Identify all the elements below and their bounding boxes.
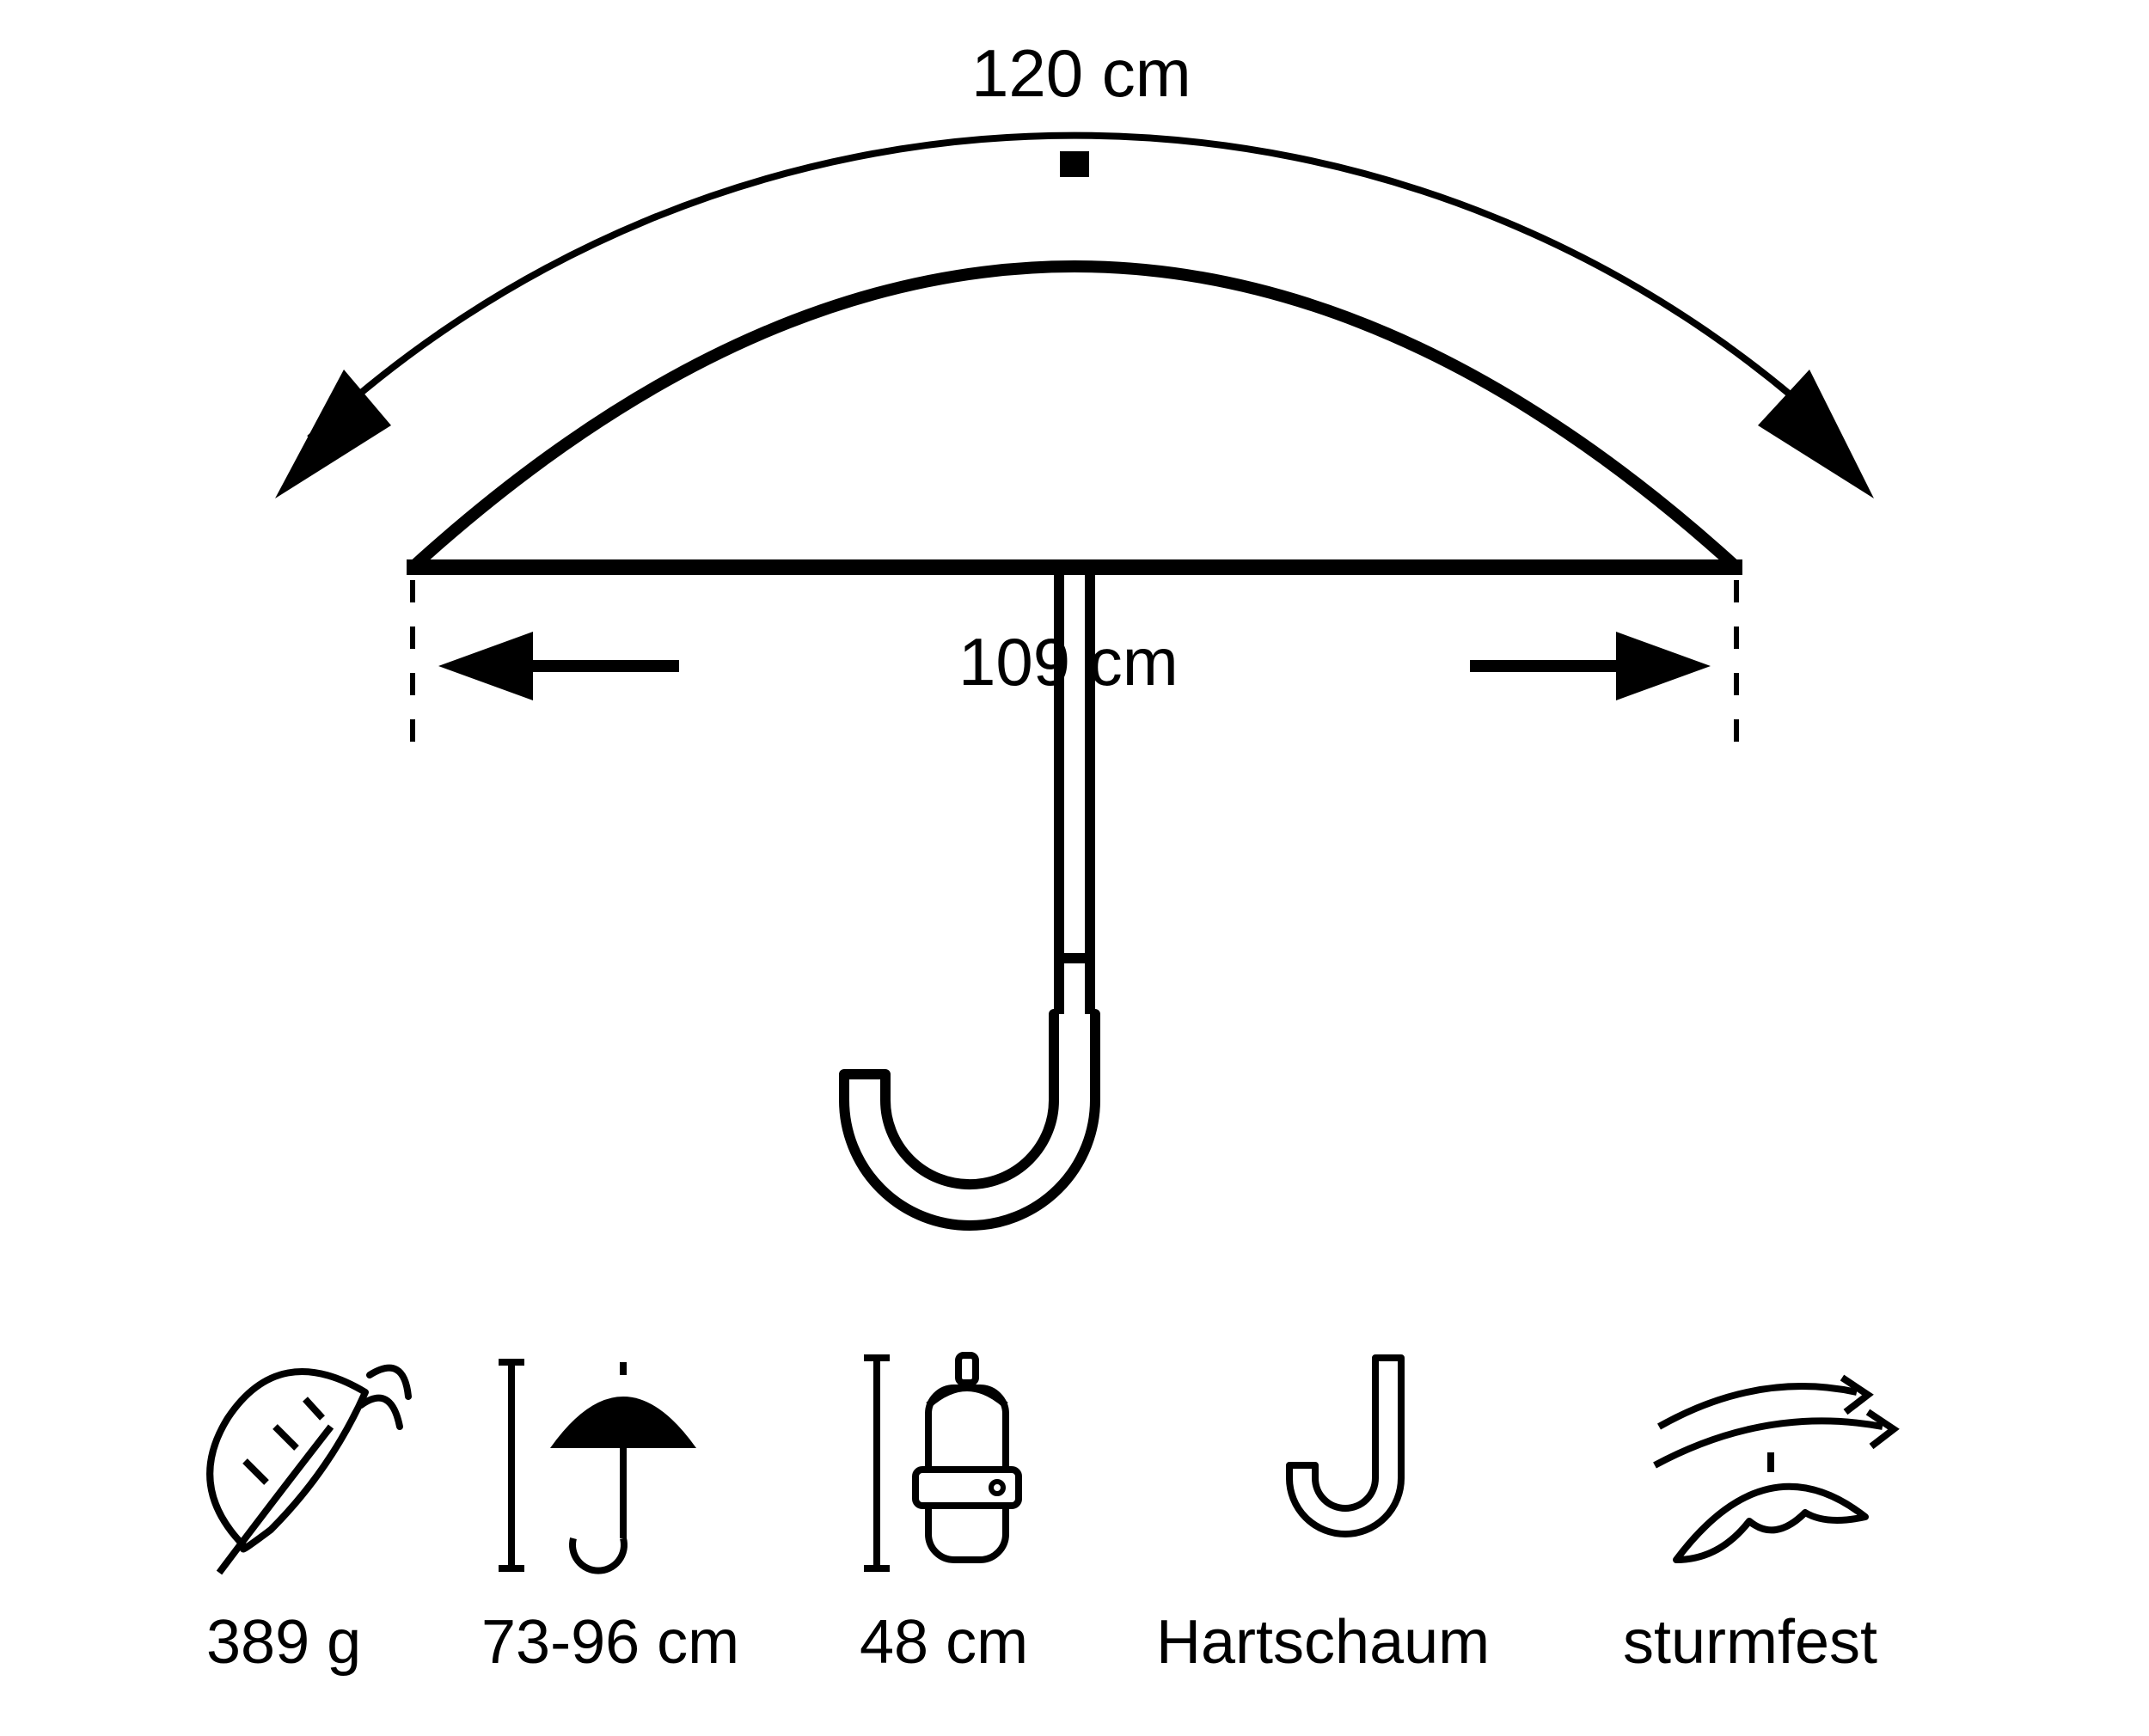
feature-label-handle: Hartschaum bbox=[1156, 1607, 1490, 1678]
arc-span-arrow bbox=[309, 136, 1840, 438]
umbrella-drawing bbox=[0, 0, 2149, 1332]
length-icon bbox=[499, 1362, 696, 1571]
handle-icon bbox=[1289, 1358, 1401, 1534]
width-arrow-left-head bbox=[438, 632, 533, 700]
arc-arrowhead-right bbox=[1758, 370, 1874, 498]
folded-icon bbox=[864, 1355, 1019, 1568]
windproof-icon bbox=[1655, 1378, 1894, 1560]
arc-arrowhead-left bbox=[275, 370, 391, 498]
width-arrow-right-head bbox=[1616, 632, 1711, 700]
feather-icon bbox=[210, 1368, 408, 1573]
feature-label-weight: 389 g bbox=[206, 1607, 361, 1678]
feature-label-length: 73-96 cm bbox=[481, 1607, 739, 1678]
feature-label-wind: sturmfest bbox=[1623, 1607, 1877, 1678]
umbrella-handle-inner bbox=[885, 1014, 1054, 1184]
umbrella-spec-diagram: 120 cm 109 cm bbox=[0, 0, 2149, 1736]
feature-label-folded: 48 cm bbox=[860, 1607, 1028, 1678]
umbrella-ferrule bbox=[1060, 151, 1089, 177]
umbrella-canopy bbox=[413, 266, 1736, 567]
